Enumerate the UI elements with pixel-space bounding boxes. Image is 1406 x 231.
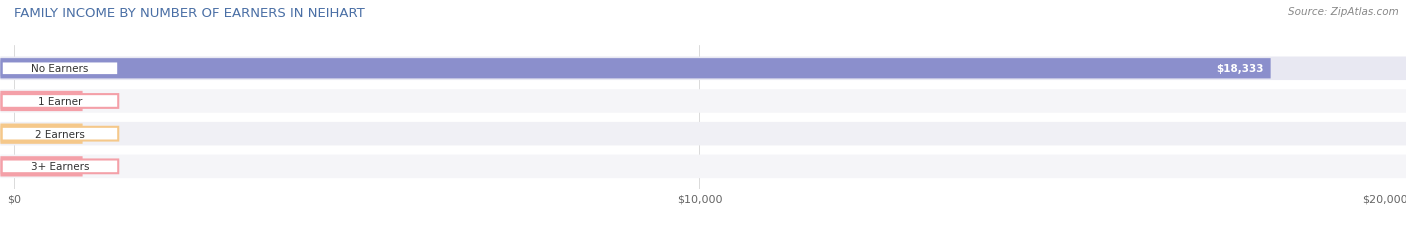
FancyBboxPatch shape xyxy=(1,127,118,141)
FancyBboxPatch shape xyxy=(0,59,1271,79)
Text: 2 Earners: 2 Earners xyxy=(35,129,84,139)
Text: $0: $0 xyxy=(107,97,120,106)
FancyBboxPatch shape xyxy=(0,122,1406,146)
FancyBboxPatch shape xyxy=(0,155,1406,178)
Text: 1 Earner: 1 Earner xyxy=(38,97,82,106)
FancyBboxPatch shape xyxy=(1,95,118,108)
Text: Source: ZipAtlas.com: Source: ZipAtlas.com xyxy=(1288,7,1399,17)
Text: $0: $0 xyxy=(107,162,120,172)
Text: $0: $0 xyxy=(107,129,120,139)
FancyBboxPatch shape xyxy=(1,62,118,76)
FancyBboxPatch shape xyxy=(1,160,118,173)
FancyBboxPatch shape xyxy=(0,157,83,177)
Text: $18,333: $18,333 xyxy=(1216,64,1264,74)
Text: 3+ Earners: 3+ Earners xyxy=(31,162,89,172)
FancyBboxPatch shape xyxy=(0,124,83,144)
FancyBboxPatch shape xyxy=(0,57,1406,81)
FancyBboxPatch shape xyxy=(0,91,83,112)
FancyBboxPatch shape xyxy=(0,90,1406,113)
Text: FAMILY INCOME BY NUMBER OF EARNERS IN NEIHART: FAMILY INCOME BY NUMBER OF EARNERS IN NE… xyxy=(14,7,364,20)
Text: No Earners: No Earners xyxy=(31,64,89,74)
